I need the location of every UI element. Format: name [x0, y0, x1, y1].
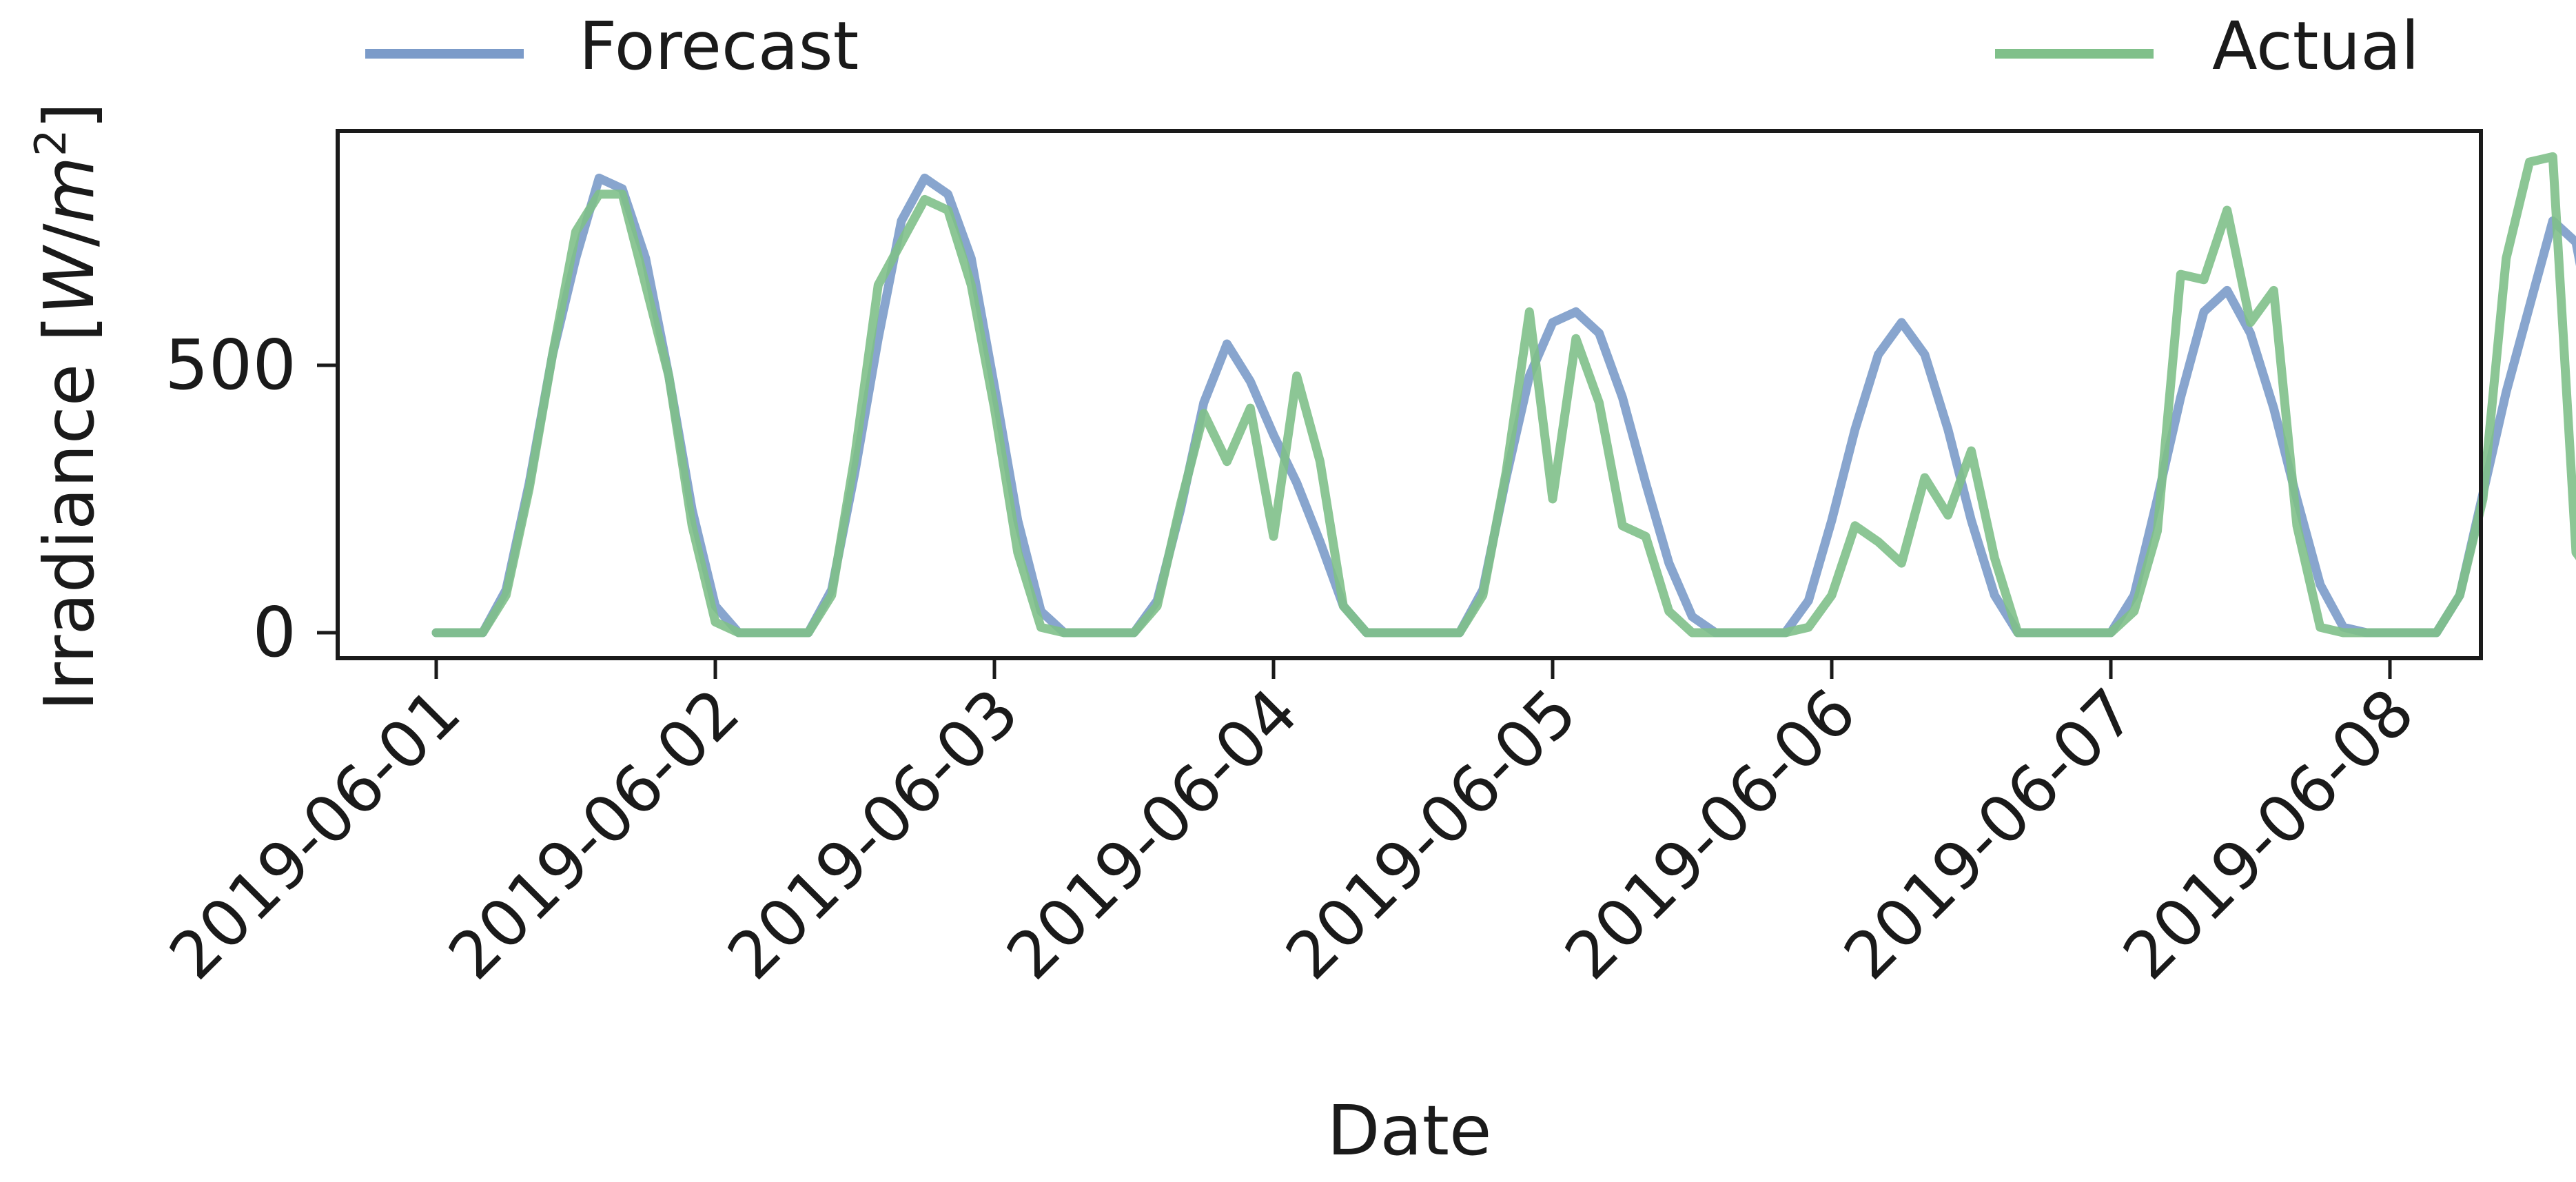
x-tick-label: 2019-06-05: [1272, 675, 1591, 994]
x-tick-label: 2019-06-08: [2109, 675, 2429, 994]
x-tick-label: 2019-06-07: [1830, 675, 2149, 994]
x-tick-label: 2019-06-06: [1551, 675, 1870, 994]
y-axis-label-unit-m: m: [29, 156, 110, 223]
x-axis-label: Date: [1327, 1090, 1491, 1171]
x-axis: 2019-06-012019-06-022019-06-032019-06-04…: [156, 658, 2429, 995]
y-axis-label-unit-w: W: [29, 245, 110, 315]
x-tick-label: 2019-06-01: [156, 675, 475, 994]
y-tick-label: 0: [252, 592, 296, 673]
y-axis-label-prefix: Irradiance [: [29, 315, 110, 711]
y-axis-label-unit-slash: /: [29, 223, 110, 247]
series-layer: [431, 152, 2576, 638]
legend-label-actual: Actual: [2212, 8, 2420, 85]
y-axis: 0 500: [165, 325, 338, 673]
x-tick-label: 2019-06-03: [714, 675, 1033, 994]
y-axis-label-suffix: ]: [29, 103, 110, 130]
x-tick-label: 2019-06-04: [993, 675, 1312, 994]
y-tick-label: 500: [165, 325, 296, 405]
x-tick-label: 2019-06-02: [435, 675, 754, 994]
legend-label-forecast: Forecast: [579, 8, 859, 85]
plot-frame: [336, 129, 2483, 660]
series-line-forecast: [431, 173, 2576, 638]
series-line-actual: [431, 152, 2576, 638]
y-axis-label-unit-exp: 2: [25, 130, 76, 156]
legend: Forecast Actual: [365, 8, 2420, 85]
y-axis-label: Irradiance [W/m2]: [25, 103, 110, 711]
